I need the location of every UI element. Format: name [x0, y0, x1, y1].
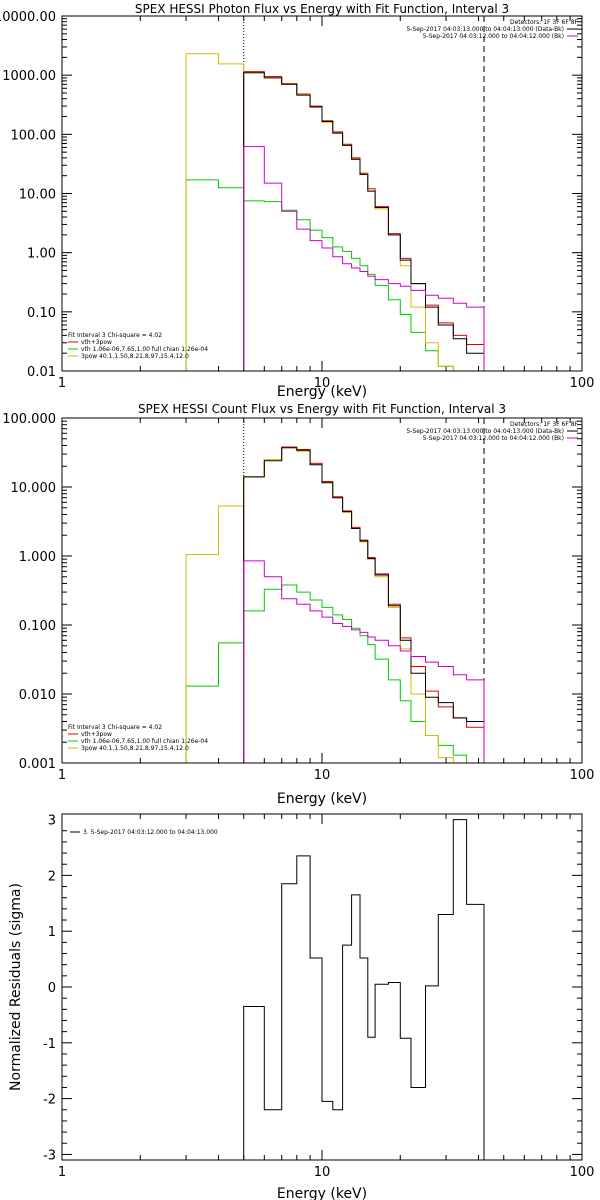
- legend-bottom-left-entry: 3pow 40.1,1.50,8.21,8.97,15.4,12.0: [81, 353, 189, 360]
- y-tick-label: 10.000: [11, 481, 57, 496]
- x-tick-label: 1: [58, 376, 66, 391]
- y-tick-label: 1.00: [27, 247, 56, 262]
- series-line-3pow: [185, 53, 484, 372]
- series-line-data-bk: [243, 447, 485, 763]
- legend-top-right-entry: 5-Sep-2017 04:03:12.000 to 04:04:12.000 …: [423, 435, 564, 442]
- x-tick-label: 10: [314, 768, 331, 783]
- series-line-bk: [243, 560, 485, 763]
- y-tick-label: 3: [48, 814, 56, 829]
- x-tick-label: 100: [570, 376, 595, 391]
- legend-bottom-left-header: Fit Interval 3 Chi-square = 4.02: [68, 724, 162, 731]
- series-line-residuals: [243, 819, 485, 1160]
- plot-frame: [61, 813, 583, 1161]
- y-tick-label: 0.001: [19, 757, 56, 772]
- x-tick-label: 100: [570, 768, 595, 783]
- y-tick-label: 0.100: [19, 619, 56, 634]
- y-tick-label: 100.000: [2, 412, 56, 427]
- x-tick-label: 1: [58, 1165, 66, 1180]
- y-tick-label: -2: [43, 1093, 56, 1108]
- series-line-bk: [243, 146, 485, 371]
- y-tick-label: 0.01: [27, 365, 56, 380]
- plot-frame: [61, 15, 583, 372]
- legend-top-right-entry: 5-Sep-2017 04:03:12.000 to 04:04:12.000 …: [423, 33, 564, 40]
- legend-bottom-left-entry: vth+3pow: [81, 731, 112, 738]
- y-axis-label: Normalized Residuals (sigma): [8, 883, 24, 1091]
- x-tick-label: 100: [570, 1165, 595, 1180]
- legend-bottom-left-entry: vth 1.06e-06,7.65,1.00 full chian 1.26e-…: [81, 738, 208, 745]
- y-tick-label: 1000.00: [2, 69, 56, 84]
- y-tick-label: 100.00: [11, 128, 57, 143]
- legend-top-right-entry: 5-Sep-2017 04:03:13.000 to 04:04:13.000 …: [406, 428, 564, 435]
- x-tick-label: 1: [58, 768, 66, 783]
- x-tick-label: 10: [314, 376, 331, 391]
- legend-top-right-entry: 5-Sep-2017 04:03:13.000 to 04:04:13.000 …: [406, 26, 564, 33]
- series-line-3pow: [185, 447, 484, 764]
- legend-bottom-left-header: Fit Interval 3 Chi-square = 4.02: [68, 332, 162, 339]
- legend-bottom-left-entry: 3pow 40.1,1.50,8.21,8.97,15.4,12.0: [81, 745, 189, 752]
- series-line-vth: [185, 584, 484, 764]
- plot-frame: [61, 417, 583, 764]
- legend-bottom-left-entry: vth 1.06e-06,7.65,1.00 full chian 1.26e-…: [81, 346, 208, 353]
- legend-top-left-entry: 3. 5-Sep-2017 04:03:12.000 to 04:04:13.0…: [83, 829, 218, 836]
- y-tick-label: 0: [48, 981, 56, 996]
- series-line-vth: [185, 179, 484, 372]
- chart-title: SPEX HESSI Photon Flux vs Energy with Fi…: [135, 2, 509, 16]
- x-axis-label: Energy (keV): [277, 384, 367, 400]
- series-line-data-bk: [243, 72, 485, 371]
- legend-top-right-header: Detectors: 1F 3F 6F 8F: [510, 421, 579, 428]
- x-axis-label: Energy (keV): [277, 791, 367, 807]
- legend-top-right-header: Detectors: 1F 3F 6F 8F: [510, 19, 579, 26]
- y-tick-label: 10000.00: [0, 10, 56, 25]
- y-tick-label: -3: [43, 1148, 56, 1163]
- series-line-vth-3pow: [243, 71, 485, 371]
- y-tick-label: 10.00: [19, 188, 56, 203]
- x-tick-label: 10: [314, 1165, 331, 1180]
- y-tick-label: 2: [48, 869, 56, 884]
- y-tick-label: 0.010: [19, 688, 56, 703]
- chart-title: SPEX HESSI Count Flux vs Energy with Fit…: [138, 402, 506, 416]
- series-line-vth-3pow: [243, 446, 485, 763]
- y-tick-label: 1.000: [19, 550, 56, 565]
- x-axis-label: Energy (keV): [277, 1186, 367, 1200]
- y-tick-label: 0.10: [27, 306, 56, 321]
- y-tick-label: 1: [48, 925, 56, 940]
- y-tick-label: -1: [43, 1037, 56, 1052]
- legend-bottom-left-entry: vth+3pow: [81, 339, 112, 346]
